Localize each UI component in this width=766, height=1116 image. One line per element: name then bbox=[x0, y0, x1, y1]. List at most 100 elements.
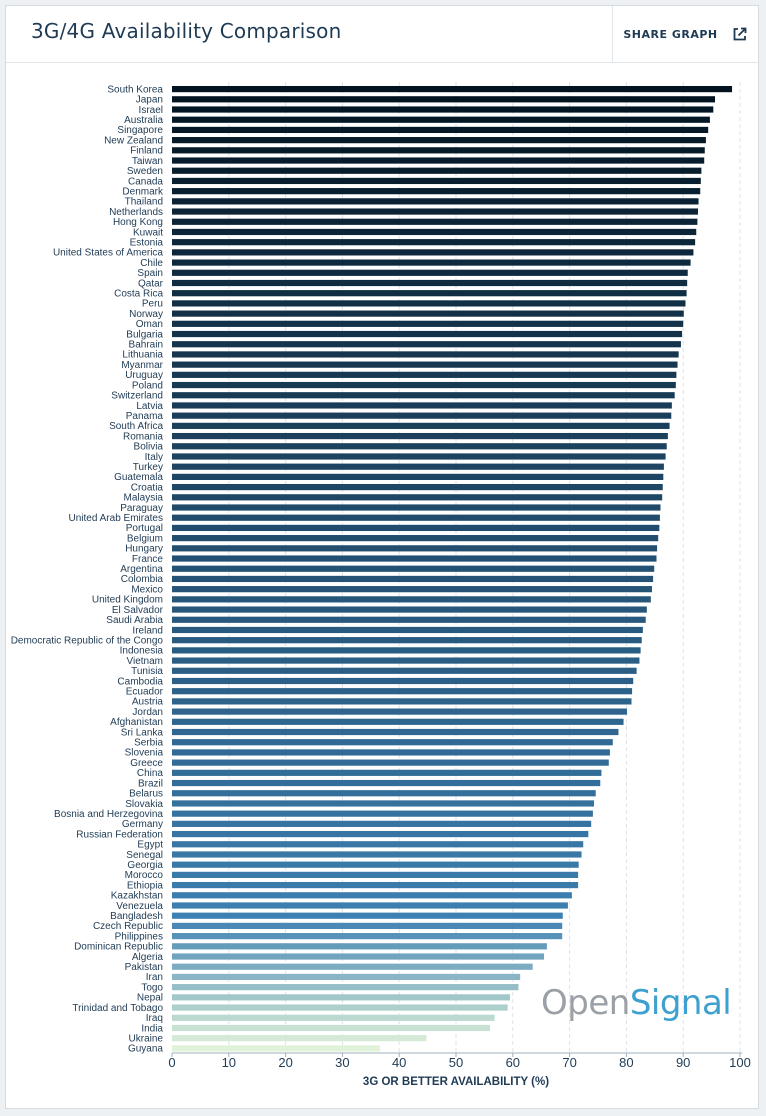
category-label-1: Japan bbox=[136, 95, 163, 106]
category-label-94: Guyana bbox=[128, 1044, 163, 1055]
bar-76 bbox=[172, 861, 579, 868]
bar-15 bbox=[172, 239, 696, 246]
bar-49 bbox=[172, 586, 652, 593]
bar-32 bbox=[172, 412, 672, 419]
category-label-19: Qatar bbox=[138, 278, 164, 289]
bar-79 bbox=[172, 892, 572, 899]
category-label-47: Argentina bbox=[120, 564, 163, 575]
category-label-65: Slovenia bbox=[125, 748, 164, 759]
category-label-53: Ireland bbox=[132, 625, 163, 636]
x-tick-label-90: 90 bbox=[676, 1055, 690, 1070]
category-label-16: United States of America bbox=[53, 248, 163, 259]
category-label-58: Cambodia bbox=[117, 676, 163, 687]
bar-57 bbox=[172, 667, 637, 674]
chart-title: 3G/4G Availability Comparison bbox=[31, 19, 342, 43]
bar-58 bbox=[172, 677, 634, 685]
category-label-87: Iran bbox=[146, 972, 163, 983]
category-label-15: Estonia bbox=[130, 237, 164, 248]
category-label-9: Canada bbox=[128, 176, 163, 187]
category-label-76: Georgia bbox=[127, 860, 163, 871]
category-label-88: Togo bbox=[141, 982, 163, 993]
category-label-6: Finland bbox=[130, 146, 163, 157]
bar-36 bbox=[172, 453, 666, 460]
category-label-37: Turkey bbox=[133, 462, 163, 473]
x-tick-label-20: 20 bbox=[278, 1055, 292, 1070]
bar-22 bbox=[172, 310, 684, 317]
bar-81 bbox=[172, 912, 563, 919]
bar-85 bbox=[172, 953, 545, 960]
share-graph-button[interactable]: SHARE GRAPH bbox=[612, 6, 758, 62]
bar-48 bbox=[172, 575, 654, 583]
bar-53 bbox=[172, 626, 643, 634]
category-label-31: Latvia bbox=[136, 401, 163, 412]
category-label-63: Sri Lanka bbox=[121, 727, 164, 738]
category-label-80: Venezuela bbox=[116, 901, 163, 912]
category-label-28: Uruguay bbox=[125, 370, 163, 381]
category-label-13: Hong Kong bbox=[113, 217, 163, 228]
bar-35 bbox=[172, 443, 667, 450]
bar-14 bbox=[172, 228, 697, 236]
x-tick-label-80: 80 bbox=[619, 1055, 633, 1070]
category-label-93: Ukraine bbox=[129, 1033, 164, 1044]
bar-42 bbox=[172, 514, 660, 521]
bar-28 bbox=[172, 371, 677, 378]
bar-43 bbox=[172, 524, 660, 532]
category-label-54: Democratic Republic of the Congo bbox=[11, 635, 164, 646]
category-label-21: Peru bbox=[142, 299, 163, 310]
category-label-46: France bbox=[132, 554, 164, 565]
x-tick-label-70: 70 bbox=[562, 1055, 576, 1070]
bar-87 bbox=[172, 973, 521, 981]
bar-72 bbox=[172, 820, 592, 827]
bar-27 bbox=[172, 361, 678, 368]
bar-56 bbox=[172, 657, 640, 664]
category-label-3: Australia bbox=[124, 115, 163, 126]
category-label-91: Iraq bbox=[146, 1013, 163, 1024]
x-tick-label-30: 30 bbox=[335, 1055, 349, 1070]
category-label-44: Belgium bbox=[127, 533, 163, 544]
category-label-86: Pakistan bbox=[125, 962, 163, 973]
bar-20 bbox=[172, 290, 687, 297]
category-label-90: Trinidad and Tobago bbox=[72, 1003, 163, 1014]
category-label-74: Egypt bbox=[137, 840, 163, 851]
bar-82 bbox=[172, 922, 563, 930]
category-label-72: Germany bbox=[122, 819, 163, 830]
category-label-51: El Salvador bbox=[112, 605, 164, 616]
bar-7 bbox=[172, 157, 705, 164]
category-label-29: Poland bbox=[132, 380, 163, 391]
category-label-10: Denmark bbox=[122, 186, 164, 197]
bar-71 bbox=[172, 810, 593, 817]
bar-94 bbox=[172, 1045, 380, 1052]
x-tick-label-60: 60 bbox=[506, 1055, 520, 1070]
category-label-35: Bolivia bbox=[134, 442, 164, 453]
category-label-36: Italy bbox=[145, 452, 163, 463]
category-label-41: Paraguay bbox=[120, 503, 163, 514]
bar-65 bbox=[172, 749, 610, 756]
share-icon bbox=[732, 26, 748, 42]
category-label-26: Lithuania bbox=[122, 350, 163, 361]
category-label-73: Russian Federation bbox=[76, 829, 163, 840]
category-label-2: Israel bbox=[139, 105, 163, 116]
category-label-24: Bulgaria bbox=[126, 329, 163, 340]
category-label-85: Algeria bbox=[132, 952, 164, 963]
bar-11 bbox=[172, 198, 699, 205]
category-label-77: Morocco bbox=[125, 870, 164, 881]
category-label-12: Netherlands bbox=[109, 207, 163, 218]
category-label-59: Ecuador bbox=[126, 687, 164, 698]
category-label-84: Dominican Republic bbox=[74, 942, 163, 953]
bar-80 bbox=[172, 902, 568, 909]
bar-69 bbox=[172, 790, 596, 797]
bar-63 bbox=[172, 728, 619, 736]
category-label-92: India bbox=[141, 1023, 163, 1034]
category-label-60: Austria bbox=[132, 697, 164, 708]
category-label-25: Bahrain bbox=[129, 340, 163, 351]
bar-19 bbox=[172, 279, 688, 287]
category-label-34: Romania bbox=[123, 431, 163, 442]
category-label-75: Senegal bbox=[126, 850, 163, 861]
category-label-20: Costa Rica bbox=[114, 289, 163, 300]
bar-3 bbox=[172, 116, 710, 123]
bar-30 bbox=[172, 392, 675, 399]
category-label-55: Indonesia bbox=[120, 646, 164, 657]
category-label-52: Saudi Arabia bbox=[106, 615, 163, 626]
category-label-83: Philippines bbox=[115, 931, 163, 942]
